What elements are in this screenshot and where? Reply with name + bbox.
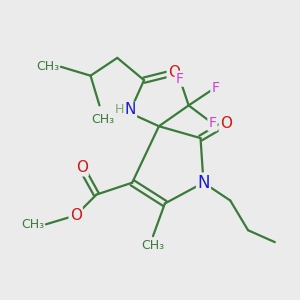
Text: N: N [125, 102, 136, 117]
Text: CH₃: CH₃ [91, 113, 114, 126]
Text: CH₃: CH₃ [36, 60, 59, 73]
Text: O: O [76, 160, 88, 175]
Text: O: O [70, 208, 82, 223]
Text: H: H [115, 103, 124, 116]
Text: CH₃: CH₃ [141, 239, 164, 252]
Text: N: N [197, 174, 210, 192]
Text: F: F [212, 81, 219, 94]
Text: F: F [176, 72, 184, 86]
Text: O: O [168, 65, 180, 80]
Text: O: O [220, 116, 232, 131]
Text: CH₃: CH₃ [21, 218, 44, 231]
Text: F: F [208, 116, 216, 130]
